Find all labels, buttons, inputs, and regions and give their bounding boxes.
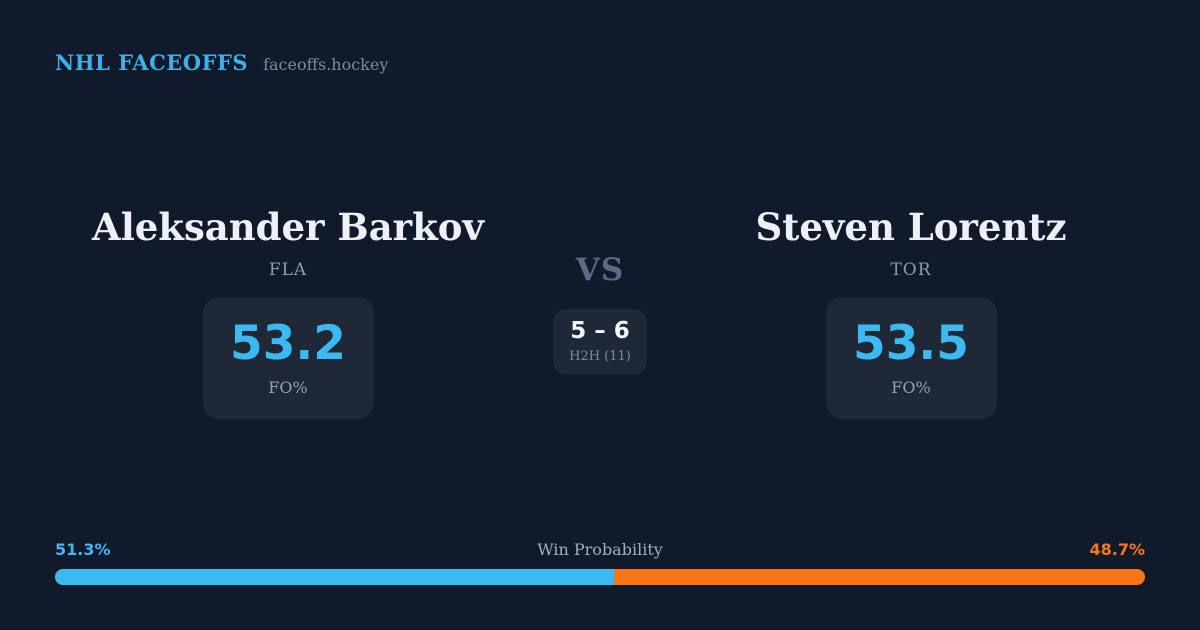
player-right: Steven Lorentz TOR 53.5 FO%	[681, 205, 1141, 420]
player-right-team: TOR	[890, 260, 932, 281]
player-right-stat-box: 53.5 FO%	[825, 297, 997, 420]
site-url: faceoffs.hockey	[263, 55, 389, 74]
win-probability-left-pct: 51.3%	[55, 540, 111, 559]
vs-label: VS	[575, 252, 625, 288]
player-right-name: Steven Lorentz	[755, 205, 1067, 249]
center-column: VS 5 – 6 H2H (11)	[490, 252, 710, 376]
win-probability-right-pct: 48.7%	[1089, 540, 1145, 559]
win-probability-bar	[55, 569, 1145, 585]
player-left-team: FLA	[268, 260, 308, 281]
h2h-box: 5 – 6 H2H (11)	[553, 309, 647, 376]
header: NHL FACEOFFS faceoffs.hockey	[55, 50, 388, 75]
player-right-faceoff-pct: 53.5	[853, 315, 969, 371]
win-probability-labels: 51.3% Win Probability 48.7%	[55, 540, 1145, 560]
h2h-score: 5 – 6	[570, 318, 630, 345]
win-probability-bar-fill	[55, 569, 615, 585]
player-left-stat-box: 53.2 FO%	[202, 297, 374, 420]
h2h-label: H2H (11)	[569, 349, 631, 365]
player-left-name: Aleksander Barkov	[92, 205, 484, 249]
player-left-faceoff-pct: 53.2	[230, 315, 346, 371]
win-probability-section: 51.3% Win Probability 48.7%	[55, 540, 1145, 585]
win-probability-title: Win Probability	[537, 540, 663, 559]
player-right-stat-label: FO%	[891, 377, 931, 397]
brand-title: NHL FACEOFFS	[55, 50, 249, 75]
player-left: Aleksander Barkov FLA 53.2 FO%	[58, 205, 518, 420]
player-left-stat-label: FO%	[268, 377, 308, 397]
